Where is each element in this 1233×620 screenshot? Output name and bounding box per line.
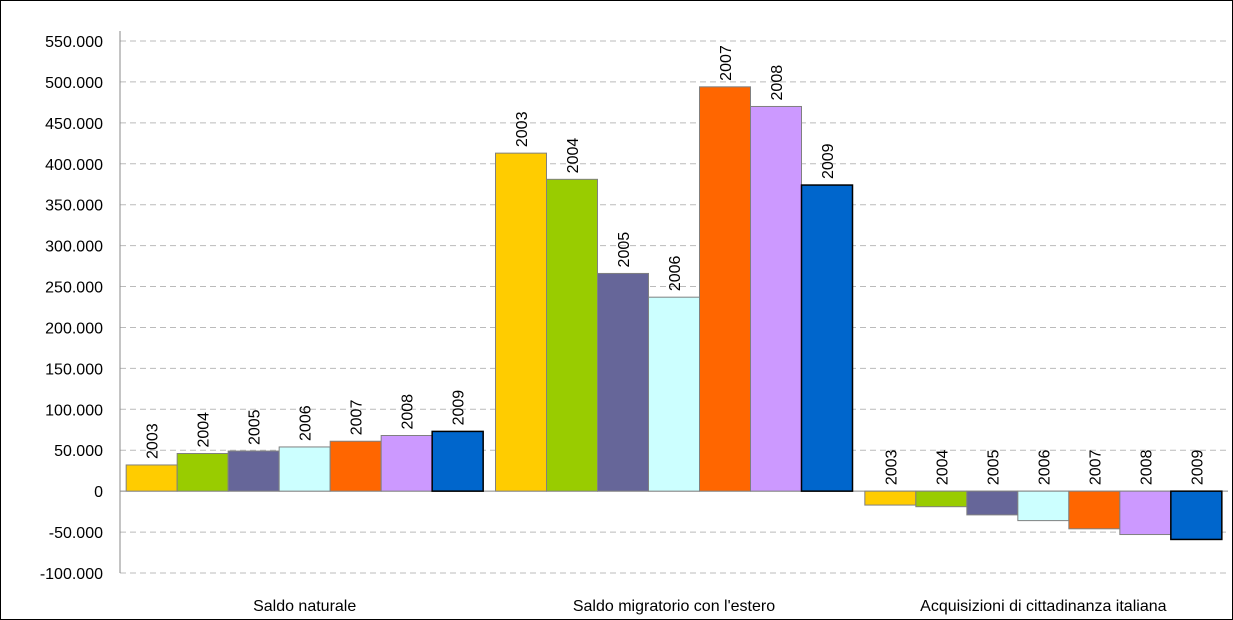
bar [648,296,700,492]
y-tick-label: 400.000 [45,157,103,174]
bar [495,152,547,492]
bar [864,490,917,506]
bar [546,178,598,492]
data-label: 2008 [769,65,786,101]
data-label: 2008 [1138,449,1155,485]
data-label: 2006 [298,405,315,441]
data-label: 2007 [349,400,366,436]
bar [125,464,178,492]
bar [1068,490,1121,530]
data-label: 2003 [514,111,531,147]
data-label: 2005 [616,232,633,268]
bar [431,430,484,492]
data-label: 2004 [196,412,213,448]
bar [699,86,751,492]
data-label: 2004 [565,138,582,174]
data-label: 2009 [451,390,468,426]
x-tick-label: Saldo migratorio con l'estero [573,598,775,615]
bar [227,450,280,492]
data-label: 2006 [667,255,684,291]
y-tick-label: 50.000 [54,443,103,460]
bar [1017,490,1070,522]
y-tick-label: 450.000 [45,116,103,133]
data-label: 2005 [247,409,264,445]
data-label: 2008 [400,394,417,430]
y-tick-label: 500.000 [45,75,103,92]
bar [966,490,1019,516]
y-tick-label: 300.000 [45,239,103,256]
bar [915,490,968,508]
y-tick-label: 250.000 [45,280,103,297]
y-tick-label: 200.000 [45,320,103,337]
data-label: 2007 [718,45,735,81]
bar [380,434,433,492]
data-label: 2009 [820,143,837,179]
data-label: 2003 [145,423,162,459]
bar [800,184,854,492]
bar [329,440,382,492]
data-label: 2009 [1189,449,1206,485]
y-tick-label: -50.000 [49,525,103,542]
bar [1170,490,1223,541]
bar [176,453,229,492]
bar [278,446,331,492]
bar [1119,490,1172,536]
data-label: 2006 [1036,449,1053,485]
bar [750,105,802,492]
data-label: 2003 [883,449,900,485]
y-tick-label: 550.000 [45,34,103,51]
y-tick-label: 0 [94,484,103,501]
data-label: 2005 [985,449,1002,485]
data-label: 2007 [1087,449,1104,485]
y-tick-label: 350.000 [45,198,103,215]
y-tick-label: 100.000 [45,402,103,419]
x-tick-label: Acquisizioni di cittadinanza italiana [920,598,1166,615]
y-tick-label: -100.000 [40,566,103,583]
data-label: 2004 [934,449,951,485]
bar [597,272,649,492]
x-tick-label: Saldo naturale [253,598,356,615]
y-tick-label: 150.000 [45,361,103,378]
